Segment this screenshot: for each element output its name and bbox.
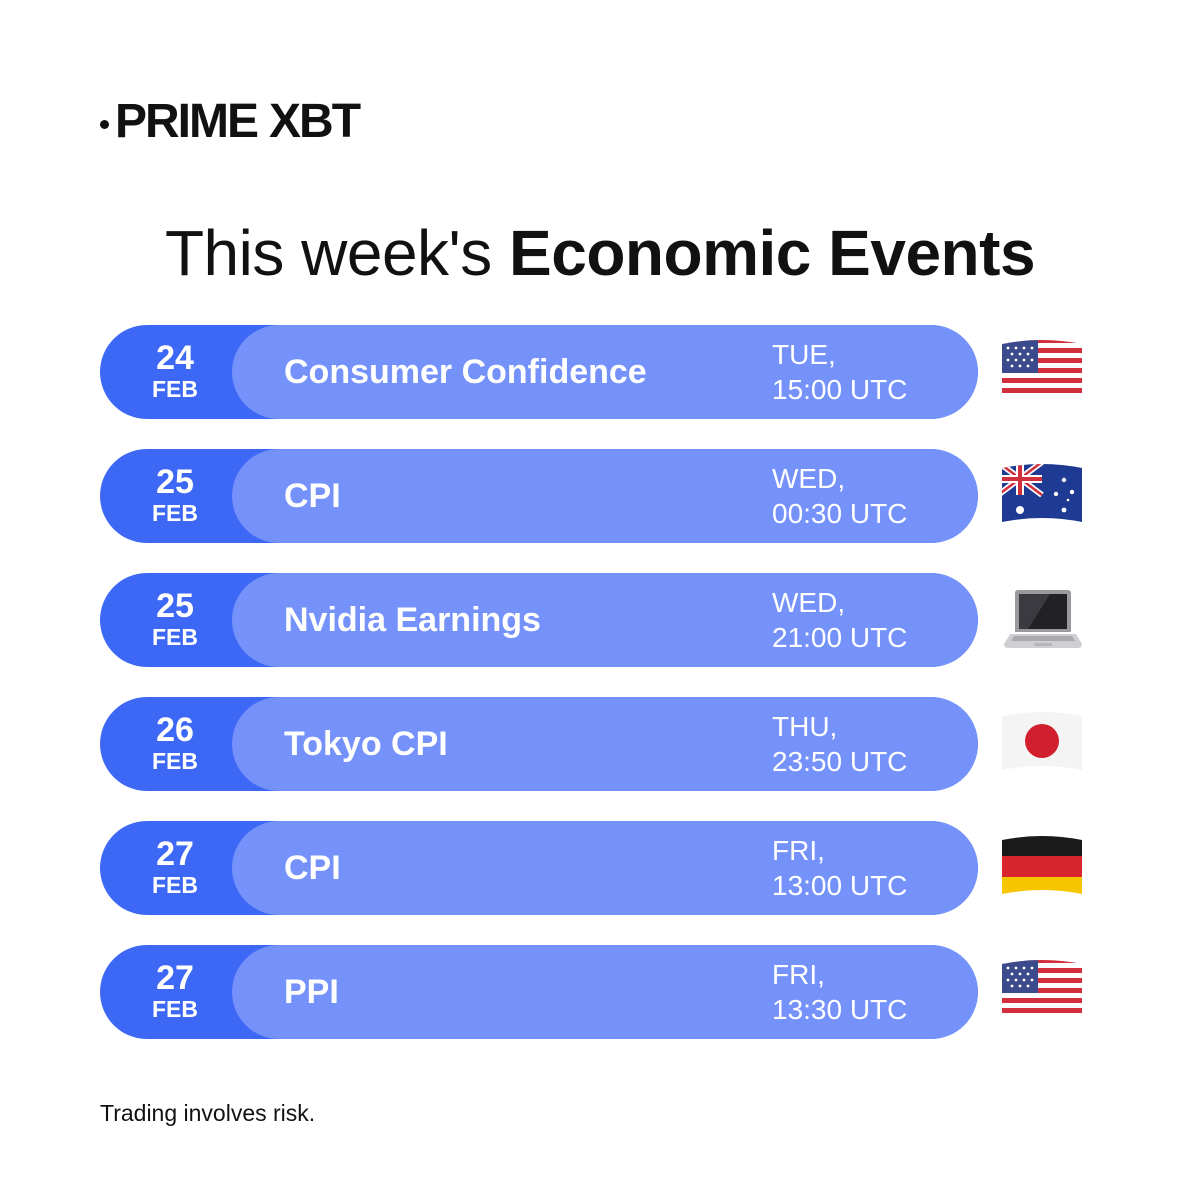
logo-text: PRIME XBT [115,95,361,148]
event-pill-inner [232,325,978,419]
logo-bold: PRIME [115,95,259,148]
event-name: PPI [284,973,339,1011]
event-pill-inner [232,573,978,667]
event-pill-inner [232,821,978,915]
event-date: 27 FEB [100,945,250,1039]
event-weekday: FRI, [772,835,825,866]
japan-flag-icon [998,710,1086,776]
event-day: 25 [156,463,194,501]
event-row: 25 FEB CPI WED, 00:30 UTC [100,449,1100,543]
event-time: FRI, 13:30 UTC [772,957,907,1027]
event-day: 25 [156,587,194,625]
event-day: 26 [156,711,194,749]
title-light: This week's [164,217,492,289]
event-date: 26 FEB [100,697,250,791]
laptop-icon [998,586,1086,652]
event-clock: 23:50 UTC [772,746,908,777]
event-pill: 25 FEB Nvidia Earnings WED, 21:00 UTC [100,573,978,667]
event-month: FEB [152,624,198,650]
event-row: 27 FEB CPI FRI, 13:00 UTC [100,821,1100,915]
title-bold: Economic Events [509,217,1036,289]
germany-flag-icon [998,834,1086,900]
event-pill: 25 FEB CPI WED, 00:30 UTC [100,449,978,543]
event-clock: 21:00 UTC [772,622,908,653]
event-clock: 00:30 UTC [772,498,908,529]
event-month: FEB [152,500,198,526]
event-weekday: TUE, [772,339,836,370]
event-pill-inner [232,945,978,1039]
page-title: This week's Economic Events [0,216,1200,290]
event-day: 27 [156,959,194,997]
us-flag-icon [998,958,1086,1024]
event-row: 25 FEB Nvidia Earnings WED, 21:00 UTC [100,573,1100,667]
event-date: 25 FEB [100,573,250,667]
event-name: Tokyo CPI [284,725,448,763]
event-date: 24 FEB [100,325,250,419]
event-date: 25 FEB [100,449,250,543]
australia-flag-icon [998,462,1086,528]
event-list: 24 FEB Consumer Confidence TUE, 15:00 UT… [100,325,1100,1069]
event-time: WED, 00:30 UTC [772,461,907,531]
event-name: CPI [284,477,341,515]
event-clock: 13:00 UTC [772,870,908,901]
event-time: TUE, 15:00 UTC [772,337,907,407]
event-row: 26 FEB Tokyo CPI THU, 23:50 UTC [100,697,1100,791]
event-row: 27 FEB PPI FRI, 13:30 UTC [100,945,1100,1039]
logo-dot-icon [100,119,109,129]
event-clock: 13:30 UTC [772,994,908,1025]
event-month: FEB [152,872,198,898]
us-flag-icon [998,338,1086,404]
event-day: 24 [156,339,194,377]
event-month: FEB [152,748,198,774]
event-weekday: WED, [772,587,846,618]
brand-logo: PRIME XBT [100,94,361,150]
event-day: 27 [156,835,194,873]
event-row: 24 FEB Consumer Confidence TUE, 15:00 UT… [100,325,1100,419]
event-weekday: FRI, [772,959,825,990]
event-month: FEB [152,996,198,1022]
event-pill: 27 FEB PPI FRI, 13:30 UTC [100,945,978,1039]
disclaimer: Trading involves risk. [100,1100,316,1126]
event-name: CPI [284,849,341,887]
event-pill-inner [232,449,978,543]
event-time: FRI, 13:00 UTC [772,833,907,903]
logo-light: XBT [269,95,361,148]
event-time: THU, 23:50 UTC [772,709,907,779]
event-time: WED, 21:00 UTC [772,585,907,655]
event-month: FEB [152,376,198,402]
event-pill-inner [232,697,978,791]
event-weekday: THU, [772,711,838,742]
event-pill: 27 FEB CPI FRI, 13:00 UTC [100,821,978,915]
event-name: Consumer Confidence [284,353,647,391]
event-date: 27 FEB [100,821,250,915]
event-pill: 26 FEB Tokyo CPI THU, 23:50 UTC [100,697,978,791]
event-pill: 24 FEB Consumer Confidence TUE, 15:00 UT… [100,325,978,419]
event-name: Nvidia Earnings [284,601,541,639]
event-clock: 15:00 UTC [772,374,908,405]
event-weekday: WED, [772,463,846,494]
